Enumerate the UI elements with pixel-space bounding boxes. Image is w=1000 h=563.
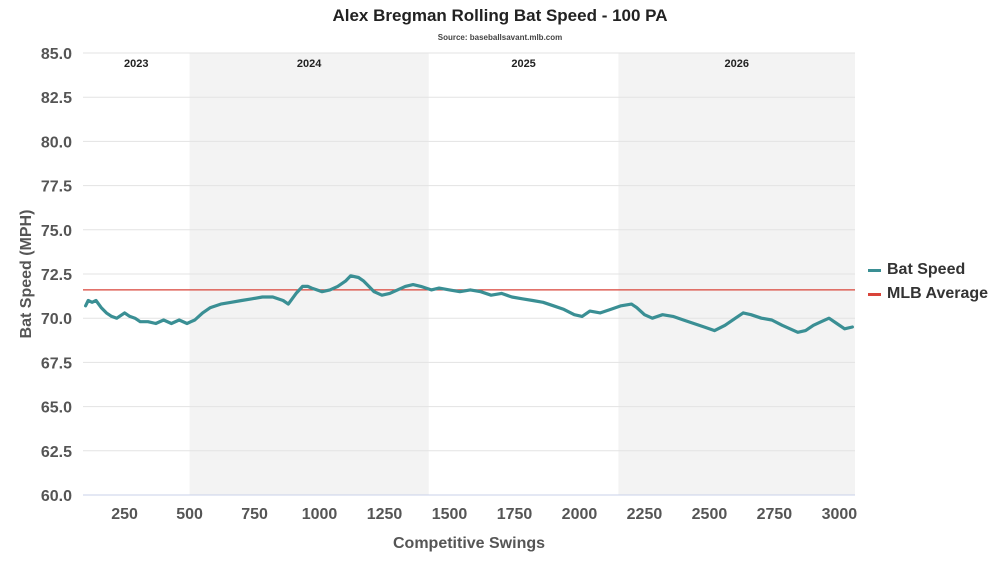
x-tick-label: 2750 <box>757 506 793 523</box>
chart-subtitle: Source: baseballsavant.mlb.com <box>437 33 563 42</box>
season-label-2024: 2024 <box>297 58 322 70</box>
x-tick-label: 500 <box>176 506 203 523</box>
season-label-2023: 2023 <box>124 58 148 70</box>
x-tick-label: 2000 <box>562 506 598 523</box>
y-tick-label: 85.0 <box>41 46 72 63</box>
x-tick-label: 1500 <box>432 506 468 523</box>
y-tick-label: 70.0 <box>41 311 72 328</box>
legend-item-mlb-average: MLB Average <box>868 282 988 306</box>
y-tick-label: 72.5 <box>41 267 72 284</box>
x-axis-title: Competitive Swings <box>393 535 545 552</box>
y-tick-label: 67.5 <box>41 355 72 372</box>
y-axis-title: Bat Speed (MPH) <box>18 210 35 339</box>
legend-label-bat-speed: Bat Speed <box>887 261 966 278</box>
x-tick-label: 750 <box>241 506 268 523</box>
legend-swatch-bat-speed <box>868 268 881 272</box>
y-tick-label: 65.0 <box>41 400 72 417</box>
legend-swatch-mlb-average <box>868 292 881 296</box>
x-tick-label: 250 <box>111 506 138 523</box>
series-bat-speed-line <box>83 274 855 334</box>
y-tick-label: 80.0 <box>41 134 72 151</box>
y-tick-label: 62.5 <box>41 444 72 461</box>
legend-item-bat-speed: Bat Speed <box>868 258 988 282</box>
y-tick-label: 75.0 <box>41 223 72 240</box>
y-tick-label: 60.0 <box>41 488 72 505</box>
x-tick-label: 1000 <box>302 506 338 523</box>
season-label-2025: 2025 <box>511 58 535 70</box>
x-tick-label: 3000 <box>822 506 858 523</box>
x-tick-label: 1250 <box>367 506 403 523</box>
season-label-2026: 2026 <box>724 58 748 70</box>
y-tick-label: 82.5 <box>41 90 72 107</box>
x-tick-label: 1750 <box>497 506 533 523</box>
x-tick-label: 2500 <box>692 506 728 523</box>
x-tick-label: 2250 <box>627 506 663 523</box>
chart-legend: Bat Speed MLB Average <box>868 258 988 306</box>
legend-label-mlb-average: MLB Average <box>887 285 989 302</box>
y-tick-label: 77.5 <box>41 179 72 196</box>
chart-title: Alex Bregman Rolling Bat Speed - 100 PA <box>332 6 668 25</box>
